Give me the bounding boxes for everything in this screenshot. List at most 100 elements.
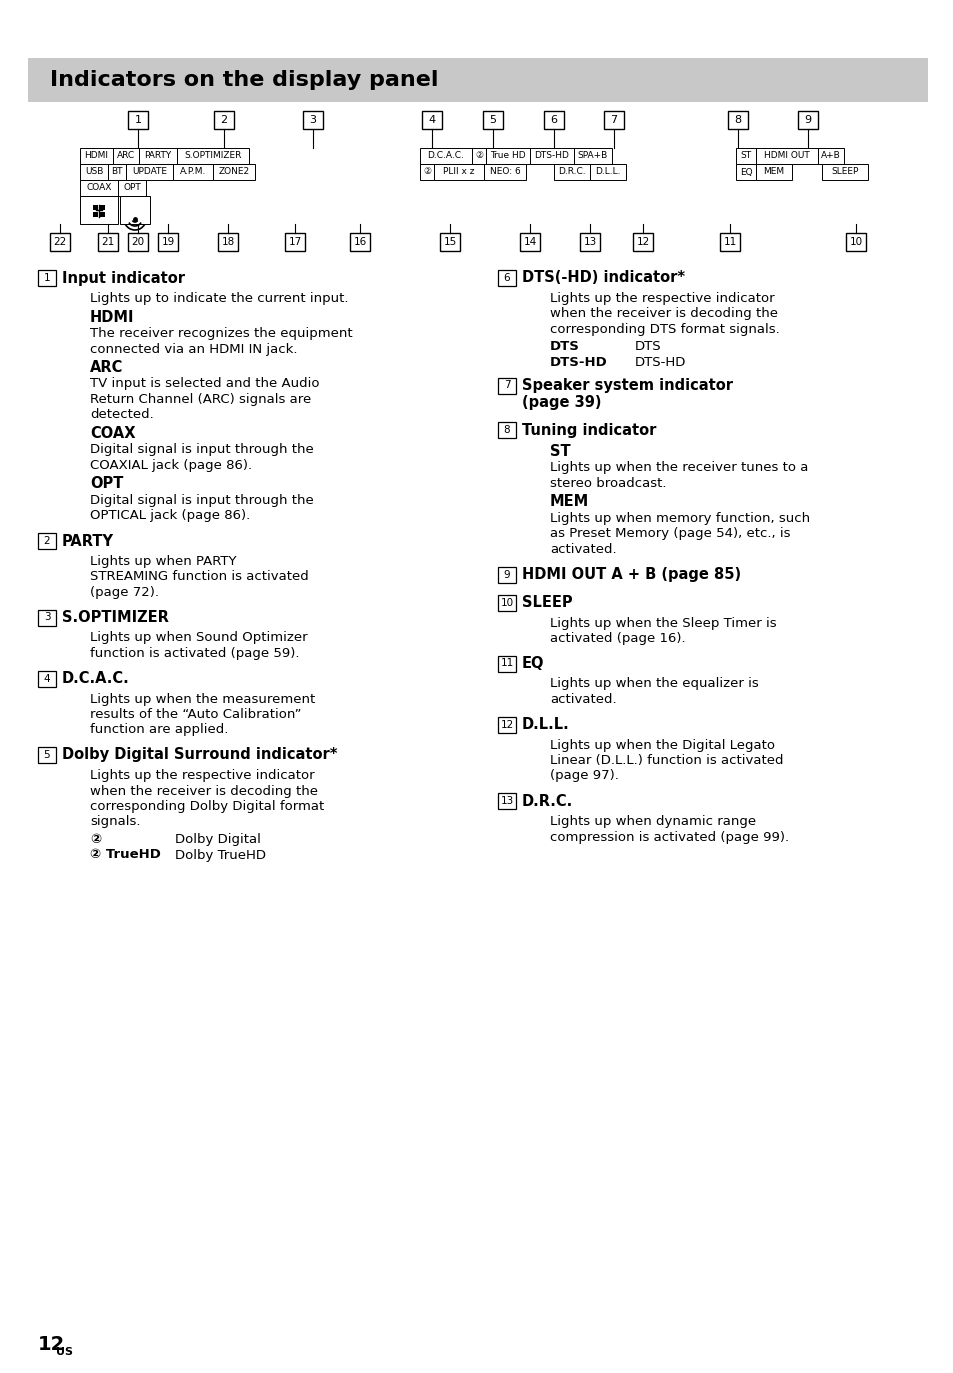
Bar bbox=[543, 111, 563, 129]
Text: DTS-HD: DTS-HD bbox=[635, 356, 685, 369]
Bar bbox=[603, 111, 623, 129]
Text: Linear (D.L.L.) function is activated: Linear (D.L.L.) function is activated bbox=[550, 754, 782, 768]
Bar bbox=[554, 163, 589, 180]
Bar bbox=[100, 211, 105, 217]
Text: when the receiver is decoding the: when the receiver is decoding the bbox=[550, 308, 778, 320]
Text: ST: ST bbox=[740, 151, 751, 161]
Text: Indicators on the display panel: Indicators on the display panel bbox=[50, 70, 438, 91]
Bar bbox=[727, 111, 747, 129]
Bar bbox=[350, 233, 370, 251]
Bar bbox=[574, 148, 612, 163]
Text: corresponding Dolby Digital format: corresponding Dolby Digital format bbox=[90, 800, 324, 813]
Text: S.OPTIMIZER: S.OPTIMIZER bbox=[184, 151, 241, 161]
Text: Lights up when Sound Optimizer: Lights up when Sound Optimizer bbox=[90, 632, 307, 644]
Text: as Preset Memory (page 54), etc., is: as Preset Memory (page 54), etc., is bbox=[550, 527, 790, 541]
Bar bbox=[28, 58, 927, 102]
Bar bbox=[497, 655, 516, 671]
Text: OPT: OPT bbox=[90, 476, 123, 492]
Text: ②: ② bbox=[422, 168, 431, 177]
Text: Lights up when PARTY: Lights up when PARTY bbox=[90, 555, 236, 568]
Text: Lights up when dynamic range: Lights up when dynamic range bbox=[550, 816, 756, 828]
Bar bbox=[755, 163, 791, 180]
Text: D.C.A.C.: D.C.A.C. bbox=[427, 151, 464, 161]
Text: 16: 16 bbox=[353, 238, 366, 247]
Text: 17: 17 bbox=[288, 238, 301, 247]
Text: 14: 14 bbox=[523, 238, 536, 247]
Text: function is activated (page 59).: function is activated (page 59). bbox=[90, 647, 299, 660]
Bar bbox=[419, 163, 434, 180]
Text: COAXIAL jack (page 86).: COAXIAL jack (page 86). bbox=[90, 459, 252, 472]
Text: 19: 19 bbox=[161, 238, 174, 247]
Text: EQ: EQ bbox=[739, 168, 752, 177]
Text: ZONE2: ZONE2 bbox=[218, 168, 250, 177]
Text: 8: 8 bbox=[503, 426, 510, 435]
Text: D.C.A.C.: D.C.A.C. bbox=[62, 671, 130, 686]
Text: HDMI OUT: HDMI OUT bbox=[763, 151, 809, 161]
Text: 4: 4 bbox=[44, 674, 51, 684]
Text: 15: 15 bbox=[443, 238, 456, 247]
Text: Digital signal is input through the: Digital signal is input through the bbox=[90, 443, 314, 456]
Text: when the receiver is decoding the: when the receiver is decoding the bbox=[90, 784, 317, 798]
Bar bbox=[38, 533, 56, 549]
Bar bbox=[38, 670, 56, 686]
Text: OPT: OPT bbox=[123, 184, 141, 192]
Text: 18: 18 bbox=[221, 238, 234, 247]
Text: 6: 6 bbox=[550, 115, 557, 125]
Text: COAX: COAX bbox=[90, 426, 135, 441]
Bar bbox=[589, 163, 625, 180]
Bar bbox=[38, 270, 56, 286]
Text: HDMI: HDMI bbox=[90, 309, 134, 324]
Bar bbox=[128, 111, 148, 129]
Text: Input indicator: Input indicator bbox=[62, 270, 185, 286]
Text: ST: ST bbox=[550, 443, 570, 459]
Bar bbox=[92, 211, 98, 217]
Text: 22: 22 bbox=[53, 238, 67, 247]
Text: D.R.C.: D.R.C. bbox=[521, 794, 573, 809]
Text: Dolby Digital Surround indicator*: Dolby Digital Surround indicator* bbox=[62, 747, 337, 762]
Text: Tuning indicator: Tuning indicator bbox=[521, 423, 656, 438]
Text: corresponding DTS format signals.: corresponding DTS format signals. bbox=[550, 323, 779, 336]
Text: MEM: MEM bbox=[762, 168, 783, 177]
Bar bbox=[497, 422, 516, 438]
Text: 6: 6 bbox=[503, 273, 510, 283]
Text: activated.: activated. bbox=[550, 693, 616, 706]
Text: Digital signal is input through the: Digital signal is input through the bbox=[90, 494, 314, 507]
Bar bbox=[213, 163, 254, 180]
Text: 9: 9 bbox=[803, 115, 811, 125]
Text: 7: 7 bbox=[610, 115, 617, 125]
Bar bbox=[421, 111, 441, 129]
Text: (page 97).: (page 97). bbox=[550, 769, 618, 783]
Bar bbox=[213, 111, 233, 129]
Text: D.R.C.: D.R.C. bbox=[558, 168, 585, 177]
Text: True HD: True HD bbox=[490, 151, 525, 161]
Text: Lights up when the measurement: Lights up when the measurement bbox=[90, 692, 314, 706]
Text: OPTICAL jack (page 86).: OPTICAL jack (page 86). bbox=[90, 509, 250, 523]
Text: 4: 4 bbox=[428, 115, 436, 125]
Bar bbox=[755, 148, 817, 163]
Text: PLII x z: PLII x z bbox=[443, 168, 475, 177]
Bar bbox=[80, 180, 118, 196]
Text: EQ: EQ bbox=[521, 656, 544, 671]
Text: 12: 12 bbox=[38, 1336, 65, 1355]
Text: 3: 3 bbox=[44, 612, 51, 622]
Text: activated (page 16).: activated (page 16). bbox=[550, 632, 685, 645]
Text: D.L.L.: D.L.L. bbox=[521, 717, 569, 732]
Text: DTS-HD: DTS-HD bbox=[534, 151, 569, 161]
Text: Lights up the respective indicator: Lights up the respective indicator bbox=[550, 292, 774, 305]
Text: 3: 3 bbox=[309, 115, 316, 125]
Bar bbox=[472, 148, 485, 163]
Text: (page 39): (page 39) bbox=[521, 394, 601, 409]
Bar bbox=[497, 567, 516, 582]
Text: 1: 1 bbox=[134, 115, 141, 125]
Bar bbox=[80, 148, 112, 163]
Text: A.P.M.: A.P.M. bbox=[179, 168, 206, 177]
Text: Lights up the respective indicator: Lights up the respective indicator bbox=[90, 769, 314, 783]
Bar bbox=[797, 111, 817, 129]
Bar bbox=[80, 163, 108, 180]
Text: 8: 8 bbox=[734, 115, 740, 125]
Text: STREAMING function is activated: STREAMING function is activated bbox=[90, 571, 309, 584]
Bar bbox=[439, 233, 459, 251]
Text: results of the “Auto Calibration”: results of the “Auto Calibration” bbox=[90, 708, 301, 721]
Text: SLEEP: SLEEP bbox=[521, 595, 572, 610]
Text: COAX: COAX bbox=[86, 184, 112, 192]
